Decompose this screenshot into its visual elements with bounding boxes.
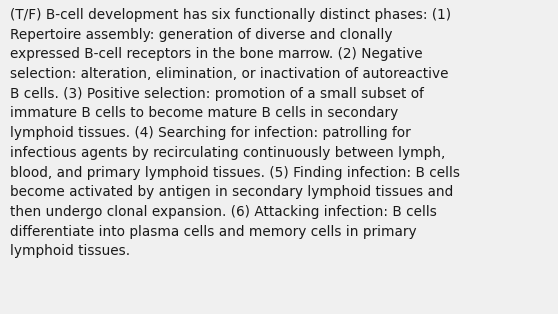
Text: (T/F) B-cell development has six functionally distinct phases: (1)
Repertoire as: (T/F) B-cell development has six functio… — [10, 8, 460, 258]
